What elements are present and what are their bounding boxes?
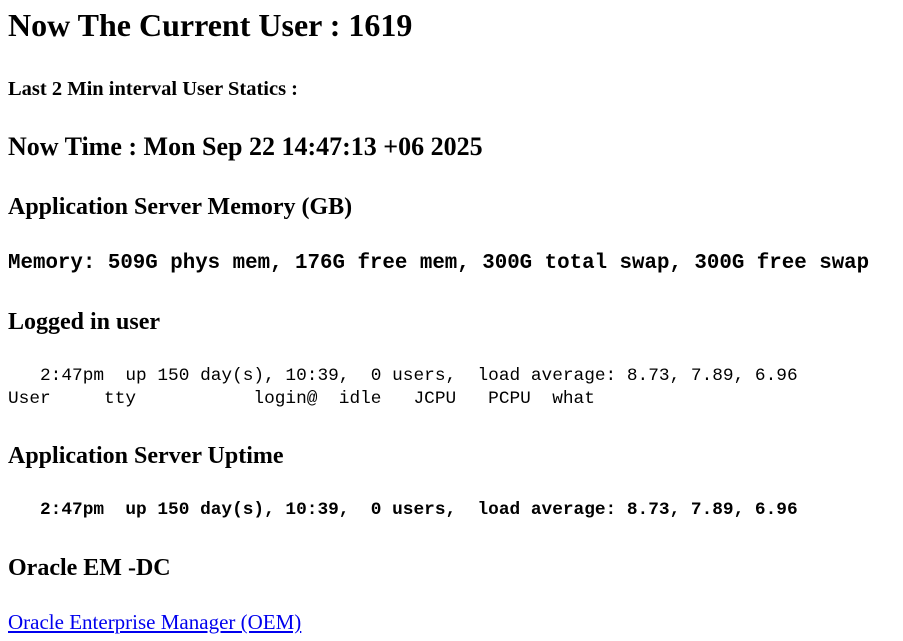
uptime-line: 2:47pm up 150 day(s), 10:39, 0 users, lo… [8,500,798,520]
oem-section-title: Oracle EM -DC [8,555,171,581]
now-time-heading: Now Time : Mon Sep 22 14:47:13 +06 2025 [8,132,483,161]
memory-section-title: Application Server Memory (GB) [8,194,353,220]
logged-in-section-title: Logged in user [8,309,161,335]
memory-line: Memory: 509G phys mem, 176G free mem, 30… [8,252,870,275]
logged-in-header-line: User tty login@ idle JCPU PCPU what [8,389,595,409]
oem-link[interactable]: Oracle Enterprise Manager (OEM) [8,610,302,634]
current-user-heading: Now The Current User : 1619 [8,7,413,43]
logged-in-uptime-line: 2:47pm up 150 day(s), 10:39, 0 users, lo… [8,366,798,386]
uptime-section-title: Application Server Uptime [8,443,284,469]
interval-stats-heading: Last 2 Min interval User Statics : [8,78,299,100]
